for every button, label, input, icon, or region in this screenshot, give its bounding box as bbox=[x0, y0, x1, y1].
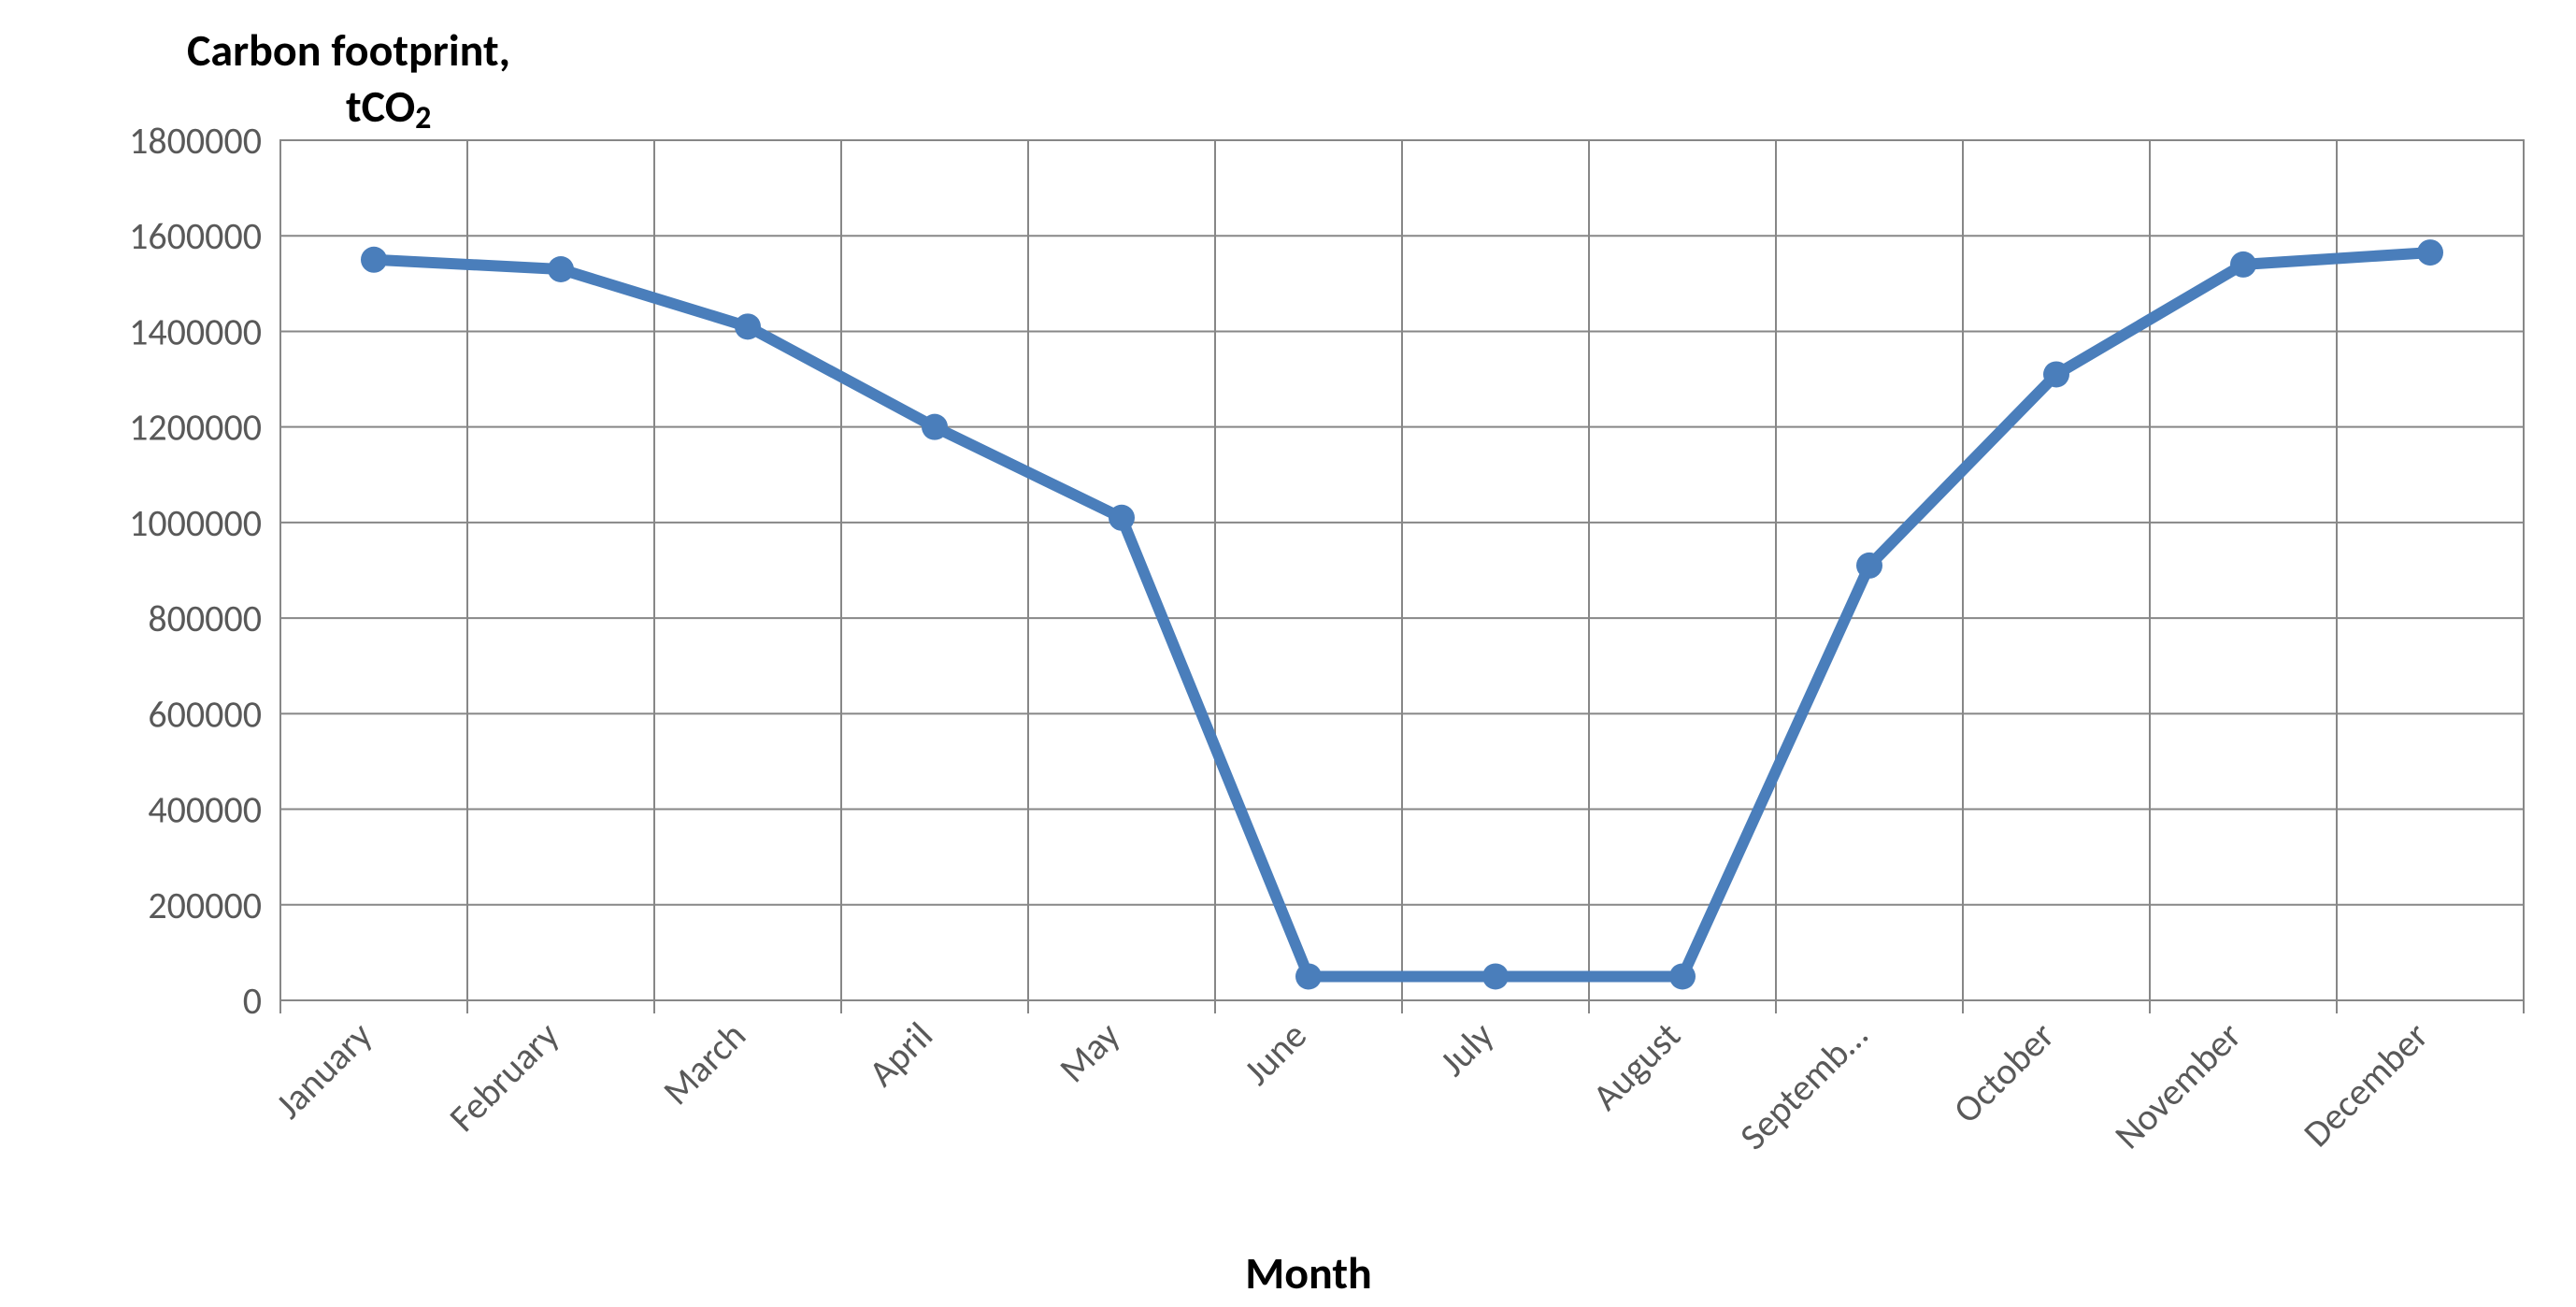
chart-background bbox=[0, 0, 2576, 1307]
y-tick-label: 600000 bbox=[148, 691, 262, 737]
series-marker bbox=[1669, 963, 1696, 989]
series-marker bbox=[2043, 361, 2069, 387]
x-axis-title: Month bbox=[1245, 1245, 1371, 1300]
y-tick-label: 1400000 bbox=[129, 309, 262, 354]
series-marker bbox=[361, 247, 387, 273]
y-tick-label: 1200000 bbox=[129, 405, 262, 451]
series-marker bbox=[548, 256, 574, 282]
y-tick-label: 400000 bbox=[148, 787, 262, 833]
series-marker bbox=[2417, 239, 2443, 266]
series-marker bbox=[2230, 251, 2256, 278]
y-tick-label: 0 bbox=[243, 978, 262, 1024]
y-tick-label: 1800000 bbox=[129, 118, 262, 164]
y-axis-title-line1: Carbon footprint, bbox=[187, 22, 510, 78]
y-tick-label: 1600000 bbox=[129, 213, 262, 259]
y-tick-label: 200000 bbox=[148, 883, 262, 928]
series-marker bbox=[1482, 963, 1509, 989]
series-marker bbox=[735, 313, 761, 339]
y-tick-label: 800000 bbox=[148, 596, 262, 641]
series-marker bbox=[1109, 505, 1135, 531]
series-marker bbox=[1295, 963, 1322, 989]
chart-container: 0 200000 400000 600000 800000 1000000 1200000 1… bbox=[0, 0, 2576, 1307]
series-marker bbox=[922, 414, 948, 440]
series-marker bbox=[1856, 553, 1882, 579]
chart-svg: 0 200000 400000 600000 800000 1000000 1200000 1… bbox=[0, 0, 2576, 1307]
y-tick-label: 1000000 bbox=[129, 500, 262, 546]
